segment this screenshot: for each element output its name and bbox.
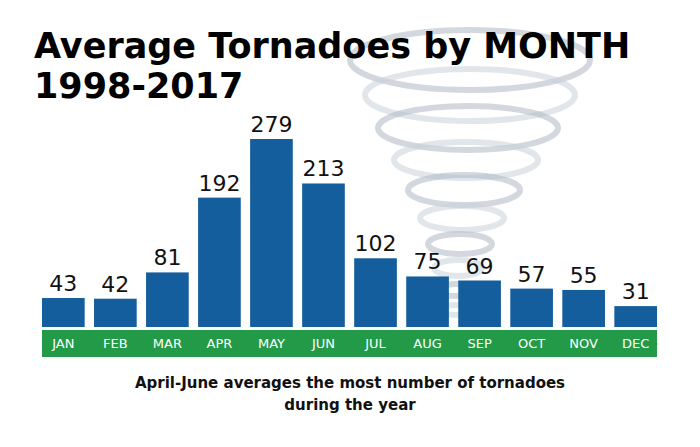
x-tick: NOV bbox=[569, 336, 598, 351]
bar bbox=[94, 299, 137, 327]
data-label: 102 bbox=[355, 231, 397, 256]
x-tick-label: FEB bbox=[103, 336, 128, 351]
bars bbox=[42, 139, 657, 327]
x-tick-label: JUN bbox=[311, 336, 335, 351]
data-label: 55 bbox=[570, 263, 598, 288]
bar bbox=[42, 298, 85, 327]
x-tick: DEC bbox=[622, 336, 649, 351]
x-tick: OCT bbox=[518, 336, 545, 351]
data-label: 69 bbox=[466, 254, 494, 279]
chart-svg: Average Tornadoes by MONTH1998-2017 43 42 8… bbox=[0, 0, 700, 447]
x-tick: MAR bbox=[153, 336, 182, 351]
annotation-line: during the year bbox=[284, 396, 416, 414]
x-tick-label: OCT bbox=[518, 336, 545, 351]
bar bbox=[250, 139, 293, 327]
x-tick-label: MAY bbox=[258, 336, 285, 351]
data-label: 279 bbox=[250, 112, 292, 137]
x-tick: SEP bbox=[467, 336, 491, 351]
x-tick-label: DEC bbox=[622, 336, 649, 351]
chart-title: Average Tornadoes by MONTH1998-2017 bbox=[34, 26, 630, 106]
data-label: 42 bbox=[101, 272, 129, 297]
bar bbox=[406, 276, 449, 327]
x-axis-line bbox=[43, 344, 658, 345]
data-label: 75 bbox=[414, 249, 442, 274]
data-label: 57 bbox=[518, 262, 546, 287]
x-tick: AUG bbox=[413, 336, 441, 351]
x-tick: JAN bbox=[51, 336, 74, 351]
x-tick-label: SEP bbox=[467, 336, 491, 351]
data-labels: 43 42 81 192 279 213 102 75 69 57 55 31 bbox=[49, 112, 649, 304]
data-label: 192 bbox=[198, 171, 240, 196]
bar bbox=[458, 281, 501, 327]
tornado-swirl bbox=[408, 175, 520, 205]
bar bbox=[198, 198, 241, 327]
bar bbox=[302, 183, 345, 327]
data-label: 213 bbox=[302, 156, 344, 181]
bar bbox=[146, 272, 189, 327]
bar bbox=[354, 258, 397, 327]
bar bbox=[510, 289, 553, 327]
data-label: 81 bbox=[153, 245, 181, 270]
x-tick-label: JUL bbox=[364, 336, 386, 351]
bar bbox=[562, 290, 605, 327]
tornado-swirl bbox=[420, 206, 504, 230]
bar bbox=[614, 306, 657, 327]
x-tick-label: APR bbox=[207, 336, 233, 351]
x-axis: JAN FEB MAR APR MAY JUN JUL AUG SEP OCT NOV DEC bbox=[43, 336, 658, 351]
data-label: 31 bbox=[622, 279, 650, 304]
x-tick-label: MAR bbox=[153, 336, 182, 351]
x-tick: FEB bbox=[103, 336, 128, 351]
annotation-line: April-June averages the most number of t… bbox=[135, 374, 565, 392]
x-tick-label: JAN bbox=[51, 336, 74, 351]
x-tick: JUL bbox=[364, 336, 386, 351]
annotation: April-June averages the most number of t… bbox=[135, 374, 565, 414]
title-line: 1998-2017 bbox=[34, 66, 243, 106]
data-label: 43 bbox=[49, 271, 77, 296]
category-band bbox=[42, 330, 657, 357]
x-tick: MAY bbox=[258, 336, 285, 351]
x-tick: JUN bbox=[311, 336, 335, 351]
chart-container: Average Tornadoes by MONTH1998-2017 43 42 8… bbox=[0, 0, 700, 447]
x-tick: APR bbox=[207, 336, 233, 351]
x-tick-label: AUG bbox=[413, 336, 441, 351]
title-line: Average Tornadoes by MONTH bbox=[34, 26, 630, 66]
x-tick-label: NOV bbox=[569, 336, 598, 351]
